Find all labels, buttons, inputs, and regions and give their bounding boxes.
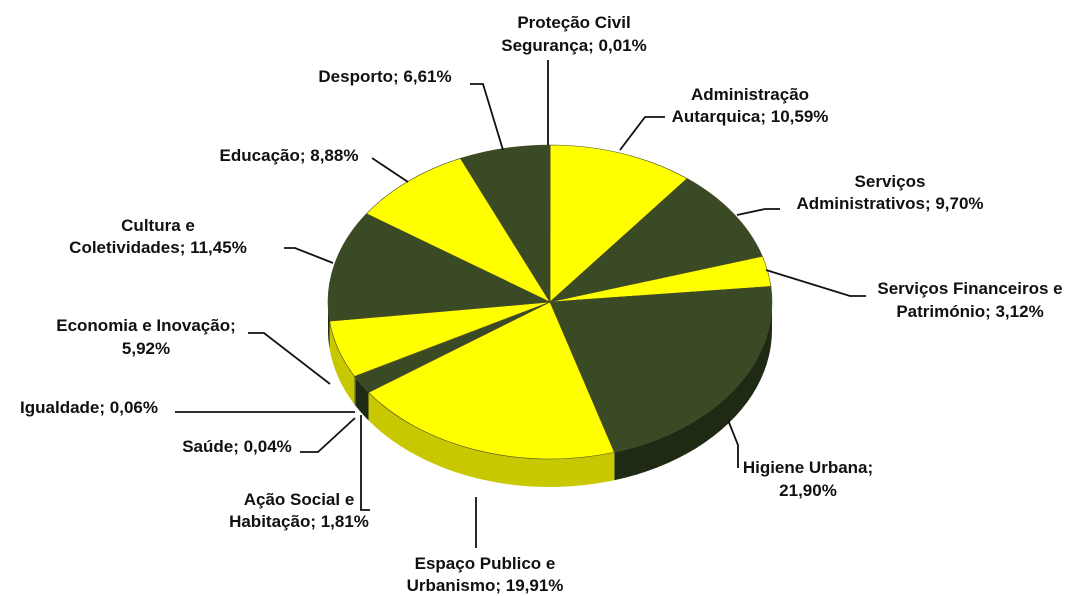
slice-label-9-line-1: 5,92% (122, 339, 170, 358)
pie-slice-12 (459, 144, 551, 304)
slice-label-3-line-1: Património; 3,12% (896, 302, 1043, 321)
leader-line-2 (736, 208, 780, 216)
slice-label-1-line-1: Autarquica; 10,59% (672, 107, 829, 126)
leader-line-12 (470, 83, 504, 151)
pie-side-6 (355, 377, 369, 421)
slice-label-6-line-1: Habitação; 1,81% (229, 512, 369, 531)
leader-lines (175, 60, 866, 548)
slice-label-5-line-1: Urbanismo; 19,91% (407, 576, 564, 595)
leader-line-9 (248, 332, 331, 385)
slice-label-2-line-0: Serviços (855, 172, 926, 191)
leader-line-4 (727, 419, 739, 468)
slice-label-2-line-1: Administrativos; 9,70% (796, 194, 983, 213)
leader-line-7 (300, 417, 356, 453)
pie-slice-5 (368, 301, 615, 460)
leader-line-3 (765, 269, 866, 297)
slice-label-11-line-0: Educação; 8,88% (220, 146, 359, 165)
slice-label-10-line-0: Cultura e (121, 216, 195, 235)
pie-slice-2 (548, 178, 763, 303)
pie-slices (327, 144, 773, 460)
slice-label-9-line-0: Economia e Inovação; (56, 316, 236, 335)
pie-slice-1 (549, 144, 688, 303)
leader-line-10 (284, 247, 334, 264)
slice-label-3-line-0: Serviços Financeiros e (877, 279, 1062, 298)
slice-label-10-line-1: Coletividades; 11,45% (69, 238, 247, 257)
slice-label-12-line-0: Desporto; 6,61% (318, 67, 451, 86)
slice-label-8-line-0: Igualdade; 0,06% (20, 398, 158, 417)
pie-sides (328, 302, 772, 487)
slice-label-1-line-0: Administração (691, 85, 809, 104)
leader-line-6 (360, 415, 370, 511)
pie-slice-10 (327, 213, 552, 322)
slice-label-4-line-1: 21,90% (779, 481, 837, 500)
slice-label-0-line-1: Segurança; 0,01% (501, 36, 647, 55)
slice-label-7-line-0: Saúde; 0,04% (182, 437, 292, 456)
slice-label-6-line-0: Ação Social e (244, 490, 355, 509)
slice-label-4-line-0: Higiene Urbana; (743, 458, 873, 477)
leader-line-1 (619, 116, 665, 151)
pie-side-5 (368, 392, 615, 487)
pie-slice-4 (549, 286, 773, 453)
slice-labels: Proteção Civil Segurança; 0,01% Administra… (20, 13, 1063, 595)
slice-label-0-line-0: Proteção Civil (517, 13, 630, 32)
slice-label-5-line-0: Espaço Publico e (415, 554, 556, 573)
leader-line-11 (371, 157, 409, 183)
pie-side-4 (614, 302, 772, 481)
pie-side-9 (329, 321, 355, 405)
